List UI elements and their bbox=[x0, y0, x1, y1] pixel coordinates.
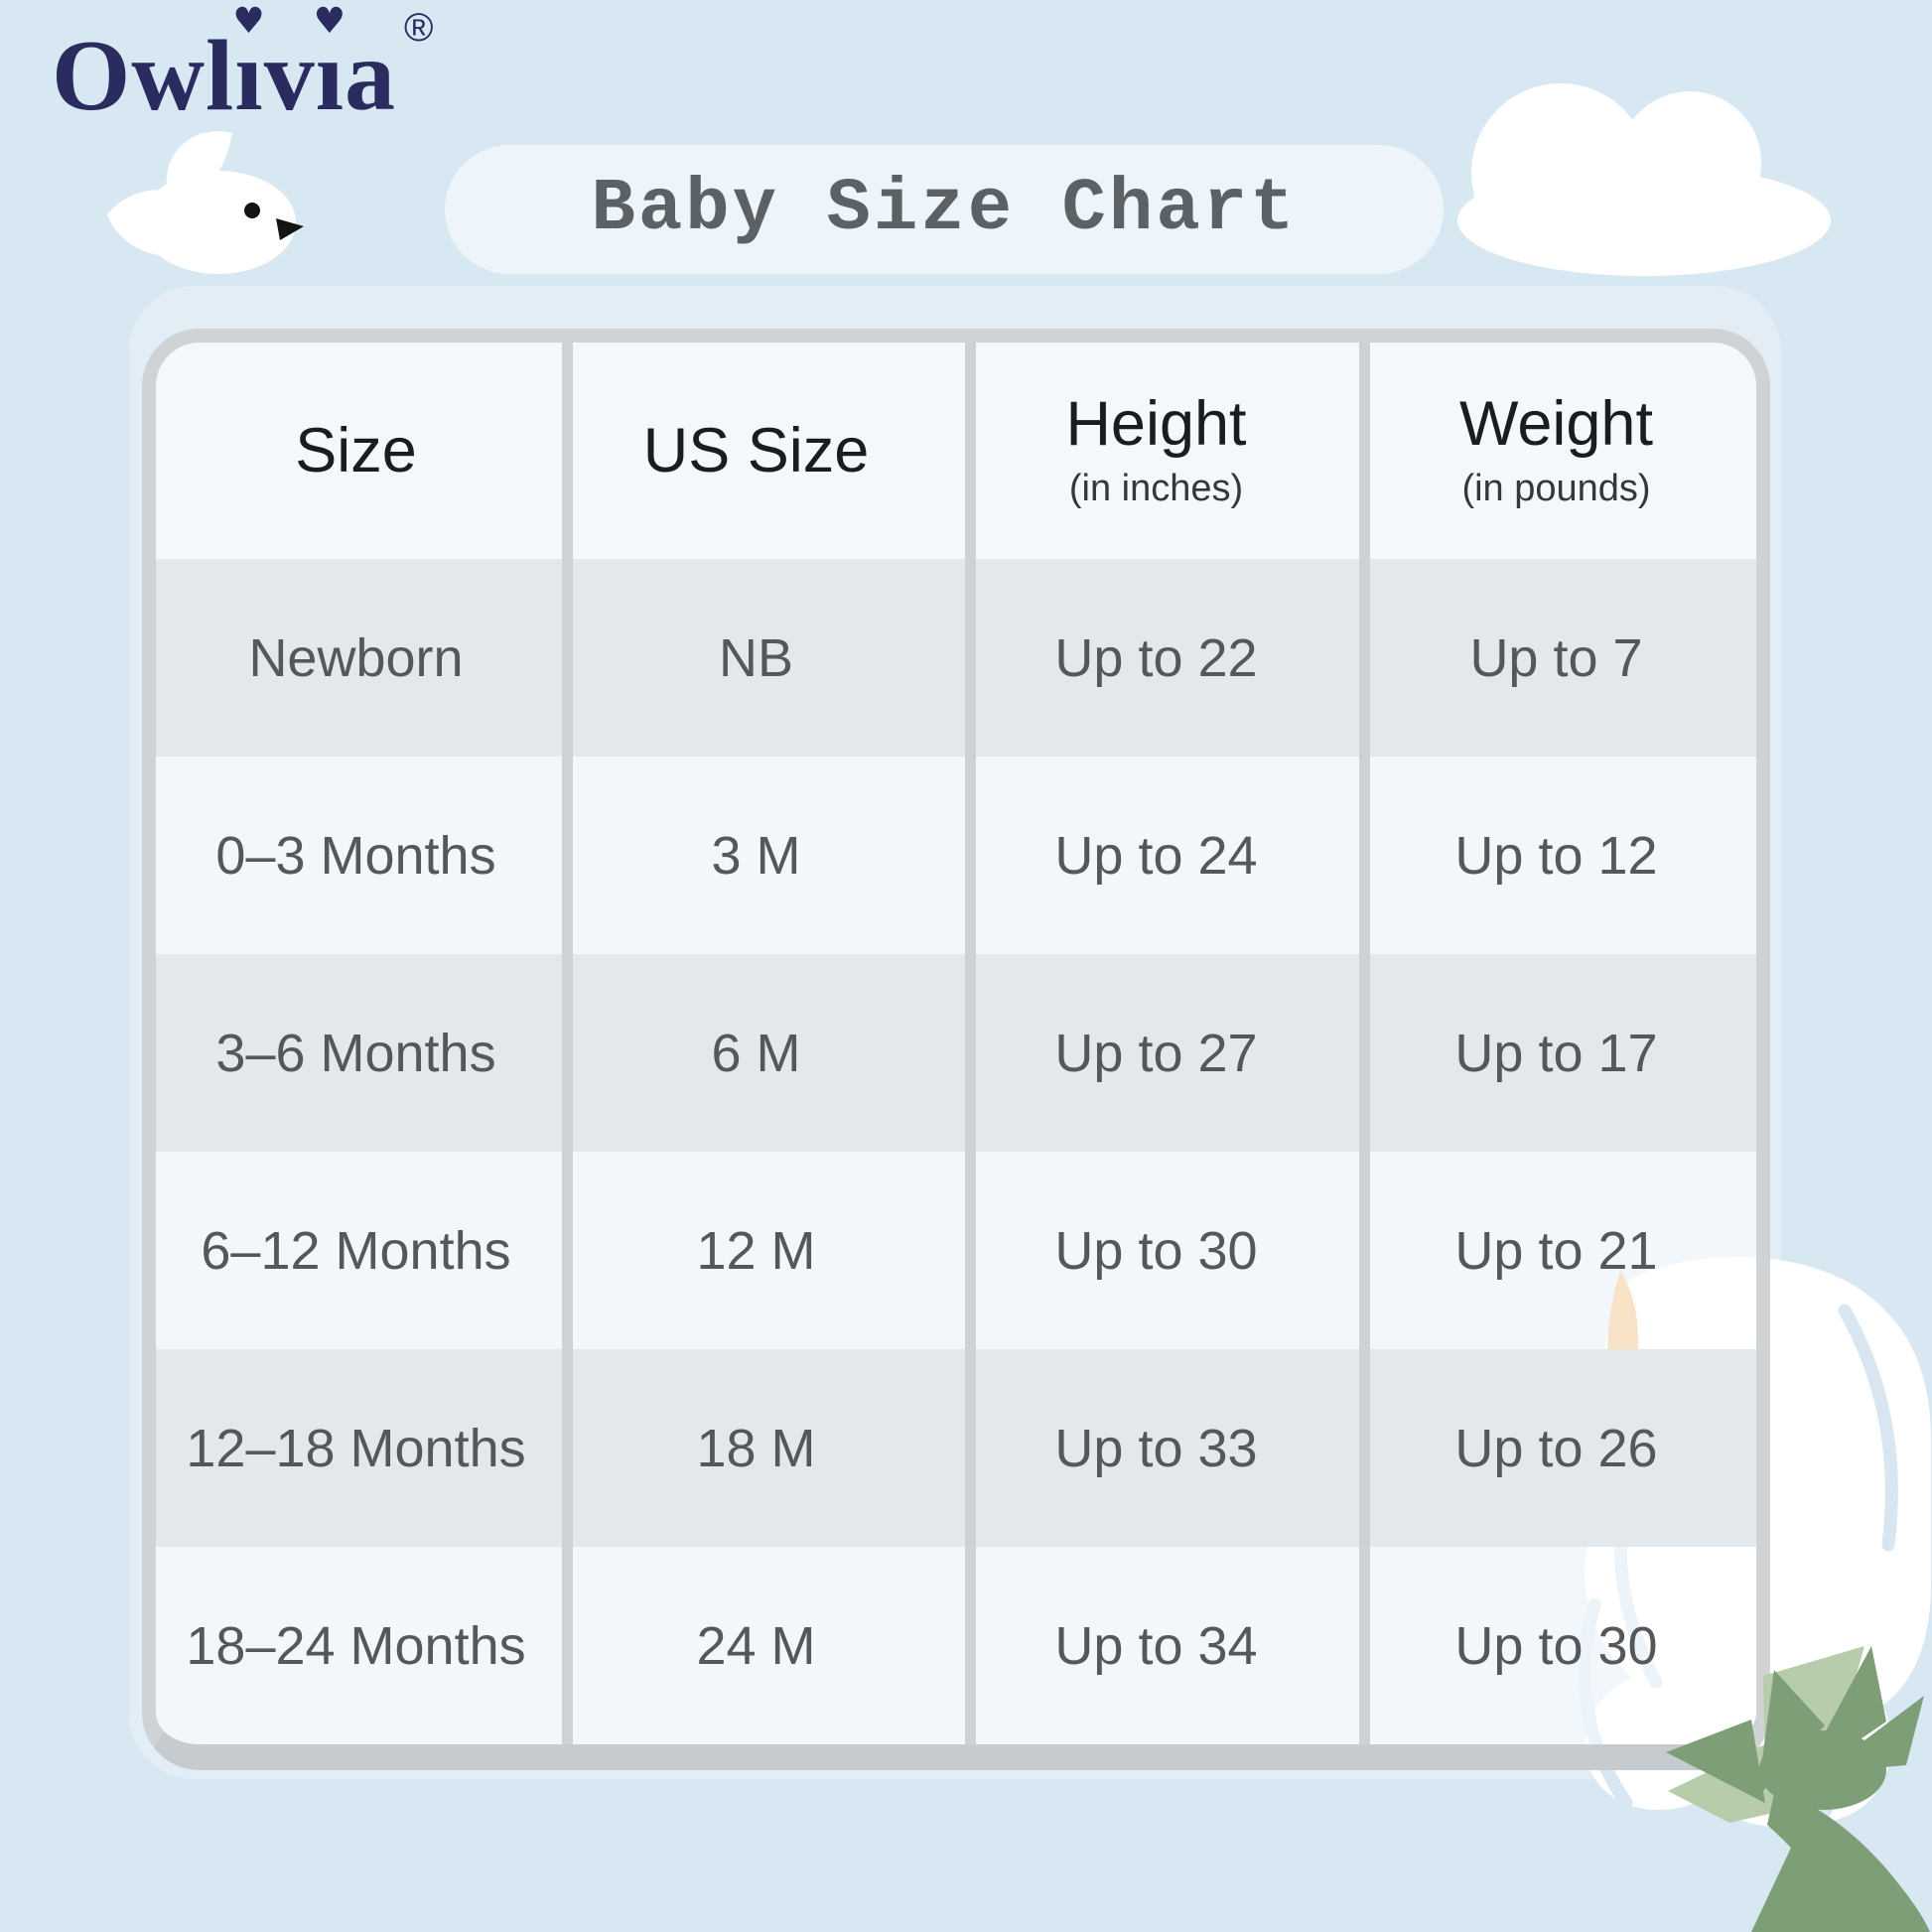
cotton-leaf-icon bbox=[1666, 1646, 1930, 1932]
table-cell: 0–3 Months bbox=[215, 825, 496, 886]
table-row: 3–6 Months 6 M Up to 27 Up to 17 bbox=[156, 954, 1756, 1152]
table-cell: Up to 34 bbox=[1054, 1615, 1258, 1676]
table-row: 0–3 Months 3 M Up to 24 Up to 12 bbox=[156, 757, 1756, 954]
table-row: 18–24 Months 24 M Up to 34 Up to 30 bbox=[156, 1547, 1756, 1744]
brand-text: ı bbox=[234, 20, 264, 132]
dove-icon bbox=[107, 131, 304, 274]
brand-text: Owl bbox=[52, 20, 235, 132]
baby-size-table: Size US Size Height (in inches) Weight (… bbox=[142, 329, 1770, 1770]
table-cell: Up to 30 bbox=[1054, 1220, 1258, 1281]
column-divider bbox=[562, 343, 573, 1744]
table-row: 6–12 Months 12 M Up to 30 Up to 21 bbox=[156, 1152, 1756, 1349]
heart-dot-icon: ♥ bbox=[313, 1, 346, 42]
table-cell: 12 M bbox=[696, 1220, 816, 1281]
column-subheader: (in pounds) bbox=[1461, 467, 1651, 509]
table-cell: 6 M bbox=[711, 1023, 801, 1083]
table-header-row: Size US Size Height (in inches) Weight (… bbox=[156, 343, 1756, 559]
registered-mark: ® bbox=[404, 6, 435, 50]
column-divider bbox=[965, 343, 976, 1744]
heart-dot-icon: ♥ bbox=[232, 1, 266, 42]
table-cell: Up to 33 bbox=[1054, 1418, 1258, 1478]
cloud-icon bbox=[1457, 83, 1831, 276]
table-cell: Up to 22 bbox=[1054, 627, 1258, 688]
brand-text: a bbox=[345, 20, 397, 132]
table-cell: Up to 17 bbox=[1454, 1023, 1658, 1083]
table-cell: 18 M bbox=[696, 1418, 816, 1478]
table-cell: 12–18 Months bbox=[186, 1418, 526, 1478]
column-header-us-size: US Size bbox=[642, 415, 870, 485]
table-cell: Up to 12 bbox=[1454, 825, 1658, 886]
table-cell: Up to 24 bbox=[1054, 825, 1258, 886]
table-cell: 6–12 Months bbox=[201, 1220, 511, 1281]
table-cell: NB bbox=[718, 627, 793, 688]
table-cell: 24 M bbox=[696, 1615, 816, 1676]
table-cell: Up to 7 bbox=[1469, 627, 1643, 688]
column-divider bbox=[1359, 343, 1370, 1744]
brand-text: v bbox=[263, 20, 316, 132]
column-header-size: Size bbox=[295, 415, 417, 485]
table-cell: Newborn bbox=[248, 627, 464, 688]
brand-logo: Owlı ♥ vı ♥ a ® bbox=[52, 4, 435, 134]
table-cell: 18–24 Months bbox=[186, 1615, 526, 1676]
table-cell: 3–6 Months bbox=[215, 1023, 496, 1083]
page-title: Baby Size Chart bbox=[445, 145, 1444, 274]
column-header-height: Height (in inches) bbox=[1065, 389, 1247, 509]
column-header-weight: Weight (in pounds) bbox=[1459, 389, 1653, 509]
table-row: Newborn NB Up to 22 Up to 7 bbox=[156, 559, 1756, 757]
table-cell: Up to 26 bbox=[1454, 1418, 1658, 1478]
column-subheader: (in inches) bbox=[1068, 467, 1244, 509]
table-cell: Up to 27 bbox=[1054, 1023, 1258, 1083]
table-row: 12–18 Months 18 M Up to 33 Up to 26 bbox=[156, 1349, 1756, 1547]
table-cell: Up to 21 bbox=[1454, 1220, 1658, 1281]
brand-text: ı bbox=[315, 20, 345, 132]
page-title-text: Baby Size Chart bbox=[591, 168, 1298, 251]
table-cell: Up to 30 bbox=[1454, 1615, 1658, 1676]
table-cell: 3 M bbox=[711, 825, 801, 886]
